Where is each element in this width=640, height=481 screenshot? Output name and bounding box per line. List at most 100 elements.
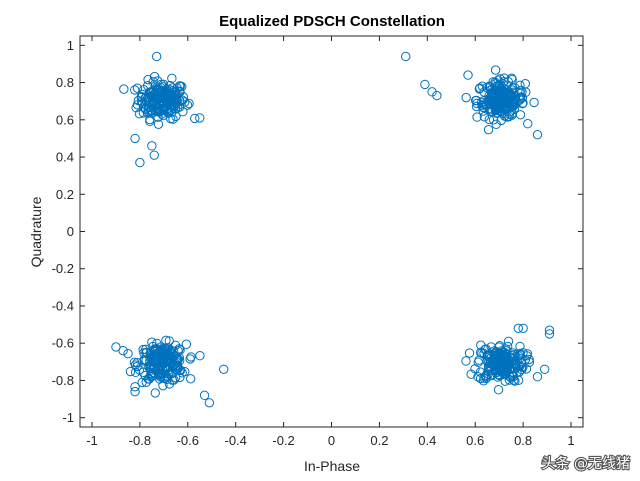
y-tick-label: 0.6 — [56, 112, 74, 127]
data-point — [491, 100, 501, 110]
data-point — [520, 355, 531, 365]
data-point — [513, 323, 524, 334]
x-tick-label: 0.8 — [514, 433, 532, 448]
data-point — [486, 353, 496, 363]
data-point — [143, 374, 153, 384]
data-point — [152, 349, 162, 360]
data-point — [420, 79, 430, 90]
data-point — [514, 87, 525, 97]
data-point — [204, 398, 215, 408]
data-point — [118, 345, 128, 356]
data-point — [522, 349, 533, 359]
x-tick-label: -0.8 — [129, 433, 151, 448]
data-point — [174, 81, 185, 91]
data-point — [493, 385, 504, 395]
data-point — [476, 340, 486, 350]
data-point — [130, 386, 140, 397]
x-tick-label: -0.4 — [224, 433, 246, 448]
data-point — [136, 91, 147, 102]
data-point — [515, 341, 525, 352]
data-point — [485, 85, 495, 96]
y-tick-label: 1 — [67, 38, 74, 53]
data-point — [157, 97, 167, 107]
scatter-marks — [111, 51, 555, 408]
data-point — [174, 344, 184, 354]
data-point — [163, 343, 173, 353]
data-point — [149, 150, 159, 160]
data-point — [481, 371, 491, 382]
data-point — [147, 141, 157, 151]
x-tick-label: -0.2 — [272, 433, 294, 448]
chart-title: Equalized PDSCH Constellation — [219, 13, 445, 30]
data-point — [497, 87, 507, 98]
data-point — [520, 78, 531, 89]
data-point — [172, 360, 183, 370]
data-point — [132, 361, 142, 372]
data-point — [470, 95, 481, 106]
data-point — [153, 361, 163, 371]
data-point — [111, 342, 121, 352]
data-point — [146, 369, 156, 379]
data-point — [474, 84, 484, 94]
data-point — [529, 97, 539, 108]
data-point — [180, 97, 190, 107]
data-point — [524, 354, 534, 365]
data-point — [504, 89, 515, 99]
data-point — [134, 109, 145, 119]
data-point — [132, 358, 142, 368]
data-point — [219, 364, 229, 374]
data-point — [493, 75, 503, 85]
data-point — [149, 71, 160, 82]
y-tick-label: -0.6 — [52, 336, 74, 351]
data-point — [161, 87, 171, 98]
data-point — [185, 354, 195, 364]
data-point — [123, 349, 133, 359]
data-point — [474, 355, 484, 365]
data-point — [485, 95, 495, 105]
data-point — [504, 371, 515, 382]
y-tick-label: -0.8 — [52, 373, 74, 388]
data-point — [150, 388, 160, 398]
y-tick-label: -0.2 — [52, 261, 74, 276]
data-point — [147, 337, 157, 347]
data-point — [150, 89, 160, 99]
data-point — [532, 129, 543, 140]
data-point — [479, 112, 490, 122]
x-tick-label: 1 — [567, 433, 574, 448]
data-point — [507, 110, 517, 121]
data-point — [509, 353, 519, 363]
y-tick-label: -1 — [62, 410, 74, 425]
y-tick-label: 0 — [67, 224, 74, 239]
data-point — [141, 92, 151, 103]
data-point — [167, 73, 177, 84]
x-tick-label: -0.6 — [177, 433, 199, 448]
x-tick-label: 0 — [328, 433, 335, 448]
data-point — [486, 342, 496, 352]
data-point — [151, 90, 162, 100]
data-point — [153, 119, 164, 129]
data-point — [485, 357, 496, 368]
data-point — [505, 372, 516, 383]
data-point — [145, 116, 155, 127]
data-point — [119, 84, 129, 94]
data-point — [539, 364, 550, 374]
data-point — [199, 390, 210, 401]
data-point — [517, 364, 527, 375]
y-axis-label: Quadrature — [28, 196, 44, 267]
y-tick-label: 0.2 — [56, 187, 74, 202]
x-tick-label: 0.2 — [370, 433, 388, 448]
data-point — [504, 359, 514, 369]
data-point — [510, 352, 520, 362]
data-point — [508, 101, 519, 111]
data-point — [463, 70, 473, 80]
data-point — [461, 92, 471, 103]
data-point — [130, 133, 140, 144]
data-point — [182, 100, 193, 110]
data-point — [154, 374, 165, 384]
data-point — [135, 157, 145, 168]
data-point — [503, 77, 513, 87]
x-tick-label: -1 — [86, 433, 98, 448]
x-tick-label: 0.6 — [466, 433, 484, 448]
data-point — [168, 114, 178, 124]
